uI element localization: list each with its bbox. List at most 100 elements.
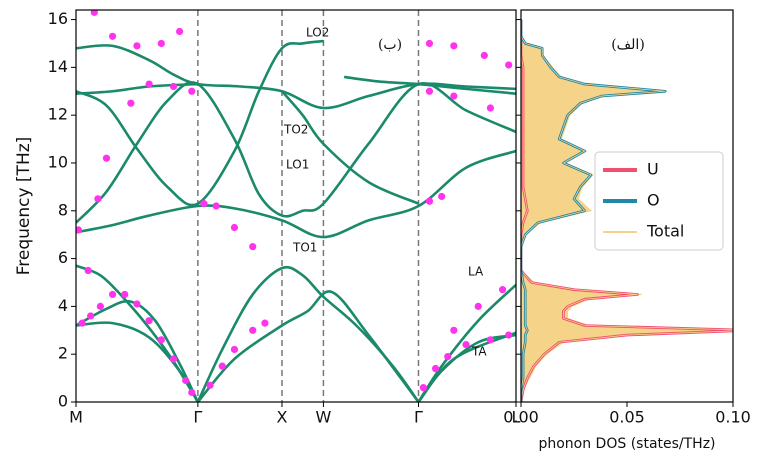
measured-point bbox=[438, 192, 446, 201]
measured-point bbox=[145, 317, 153, 325]
measured-point bbox=[480, 51, 488, 60]
x-tick-label: Γ bbox=[414, 408, 423, 427]
measured-point bbox=[206, 381, 214, 389]
measured-point bbox=[505, 61, 513, 69]
annotation: (الف) bbox=[611, 37, 645, 53]
branch bbox=[196, 265, 420, 402]
measured-point bbox=[102, 154, 111, 162]
branch bbox=[417, 331, 516, 402]
annotation: LO1 bbox=[286, 158, 309, 172]
measured-point bbox=[127, 99, 135, 107]
measured-point bbox=[425, 87, 434, 95]
measured-point bbox=[444, 352, 452, 361]
measured-point bbox=[450, 92, 458, 100]
measured-point bbox=[169, 82, 178, 91]
measured-point bbox=[450, 42, 458, 50]
measured-point bbox=[188, 87, 196, 95]
measured-point bbox=[157, 39, 165, 48]
y-tick-label: 2 bbox=[58, 344, 68, 363]
y-tick-label: 0 bbox=[58, 392, 68, 411]
y-tick-label: 10 bbox=[48, 152, 68, 171]
measured-point bbox=[486, 336, 495, 344]
legend-box bbox=[594, 151, 724, 251]
measured-point bbox=[108, 32, 117, 40]
measured-point bbox=[212, 202, 220, 210]
measured-point bbox=[498, 286, 507, 294]
measured-point bbox=[94, 195, 102, 203]
measured-point bbox=[425, 197, 434, 205]
x-tick-label: M bbox=[69, 408, 83, 427]
dos-plot bbox=[521, 19, 733, 402]
measured-point bbox=[419, 384, 427, 392]
y-axis-label: Frequency [THz] bbox=[14, 137, 34, 276]
measured-point bbox=[133, 42, 141, 50]
branch bbox=[196, 290, 420, 402]
measured-point bbox=[450, 326, 458, 334]
measured-point bbox=[108, 290, 117, 299]
x-tick-label: X bbox=[276, 408, 287, 427]
legend-label: Total bbox=[646, 222, 684, 241]
x-tick-label: Γ bbox=[193, 408, 202, 427]
x-tick-label: 0.10 bbox=[715, 408, 751, 427]
annotation: TO1 bbox=[292, 241, 317, 255]
y-tick-label: 4 bbox=[58, 296, 68, 315]
x-tick-label: 0.05 bbox=[609, 408, 645, 427]
x-tick-label: W bbox=[316, 408, 332, 427]
measured-point bbox=[261, 319, 269, 327]
measured-point bbox=[90, 10, 98, 16]
measured-point bbox=[78, 319, 86, 327]
measured-point bbox=[182, 376, 190, 385]
y-tick-label: 8 bbox=[58, 200, 68, 219]
measured-point bbox=[96, 302, 104, 310]
legend: UO Total bbox=[594, 151, 724, 251]
y-tick-label: 16 bbox=[48, 9, 68, 28]
y-tick-label: 14 bbox=[48, 57, 68, 76]
x-tick-label: 0.00 bbox=[503, 408, 539, 427]
measured-point bbox=[474, 302, 482, 310]
plot-frame bbox=[520, 9, 734, 403]
branch bbox=[76, 81, 516, 224]
legend-label: U bbox=[647, 160, 659, 179]
annotation: TA bbox=[471, 345, 487, 359]
measured-point bbox=[145, 80, 153, 88]
x-tick-label: L bbox=[512, 408, 521, 427]
y-tick-label: 6 bbox=[58, 248, 68, 267]
measured-point bbox=[121, 290, 129, 299]
measured-point bbox=[249, 243, 257, 251]
branch bbox=[76, 299, 200, 402]
branch bbox=[76, 149, 516, 239]
x-axis-label: phonon DOS (states/THz) bbox=[538, 436, 715, 452]
measured-point bbox=[169, 355, 178, 363]
plot-frame bbox=[75, 9, 517, 403]
axes: M Γ X W Γ L 0 2 4 6 8 10 12 14 16 LO2 TO2 LO1 TO1 LA TA (ب) (ا… bbox=[48, 9, 751, 426]
y-tick-label: 12 bbox=[48, 105, 68, 124]
branch bbox=[76, 39, 324, 207]
measured-point bbox=[505, 331, 513, 339]
measured-point bbox=[431, 364, 440, 373]
measured-point bbox=[133, 300, 141, 308]
annotation: (ب) bbox=[378, 37, 402, 53]
branch bbox=[281, 90, 420, 205]
measured-point bbox=[218, 362, 226, 370]
annotation: LO2 bbox=[306, 26, 329, 40]
branch bbox=[76, 44, 516, 110]
measured-point bbox=[249, 326, 257, 334]
measured-point bbox=[230, 345, 239, 354]
dispersion-plot bbox=[76, 10, 516, 402]
measured-point bbox=[425, 39, 434, 48]
measured-point bbox=[84, 266, 92, 275]
measured-point bbox=[87, 312, 95, 320]
legend-label: O bbox=[647, 191, 660, 210]
annotation: LA bbox=[468, 265, 484, 279]
dos-line-highlight bbox=[521, 19, 733, 402]
annotation: TO2 bbox=[283, 123, 308, 137]
measured-point bbox=[462, 341, 470, 349]
dos-line-highlight bbox=[521, 19, 666, 402]
measured-point bbox=[200, 200, 208, 208]
measured-point bbox=[230, 223, 239, 232]
measured-point bbox=[157, 336, 165, 344]
measured-point bbox=[486, 104, 495, 112]
measured-point bbox=[188, 388, 196, 397]
branch bbox=[76, 264, 199, 402]
